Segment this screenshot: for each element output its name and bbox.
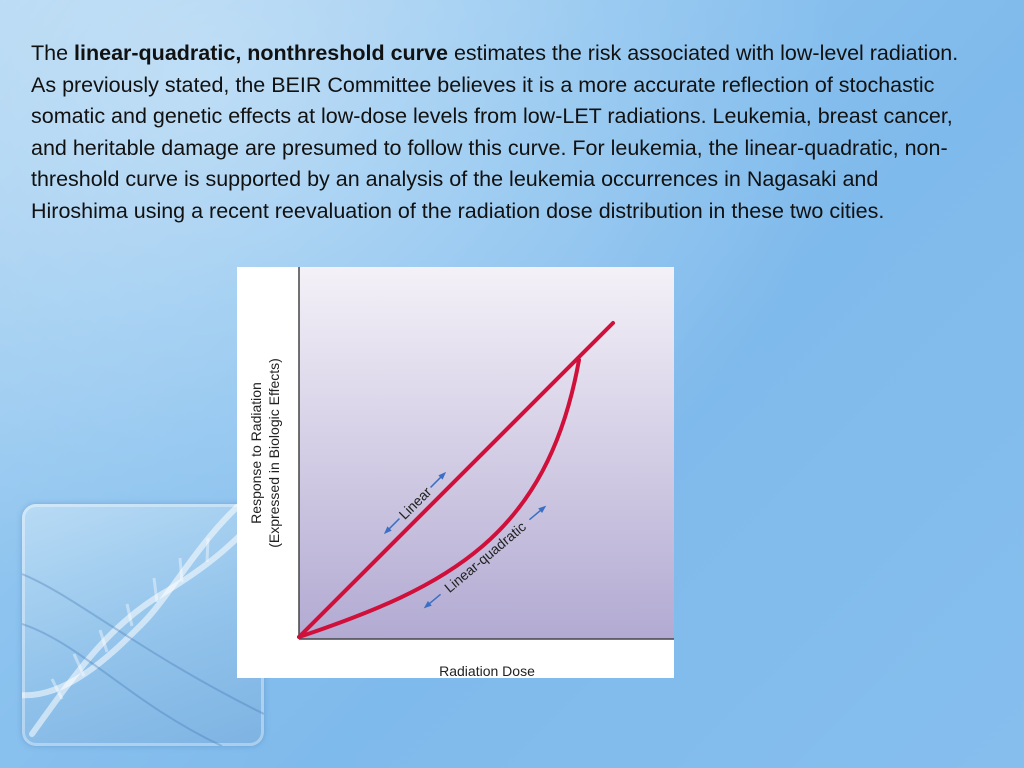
y-axis-label-line2: (Expressed in Biologic Effects) — [266, 358, 282, 548]
paragraph-prefix: The — [31, 41, 75, 65]
y-axis-label-line1: Response to Radiation — [248, 382, 264, 524]
x-axis-label: Radiation Dose — [439, 663, 535, 678]
dna-decoration-panel — [22, 504, 264, 746]
linear-curve — [297, 321, 615, 639]
y-axis-title: Response to Radiation (Expressed in Biol… — [248, 358, 282, 548]
paragraph-body: estimates the risk associated with low-l… — [31, 41, 959, 223]
linear-quadratic-curve — [297, 358, 581, 639]
dose-response-figure: Linear Linear-quadratic Response to Radi… — [237, 267, 674, 678]
paragraph-bold-term: linear-quadratic, nonthreshold curve — [74, 41, 448, 65]
description-paragraph: The linear-quadratic, nonthreshold curve… — [31, 38, 981, 227]
dose-response-diagram: Linear Linear-quadratic Response to Radi… — [248, 267, 674, 678]
dna-helix-icon — [22, 504, 264, 746]
